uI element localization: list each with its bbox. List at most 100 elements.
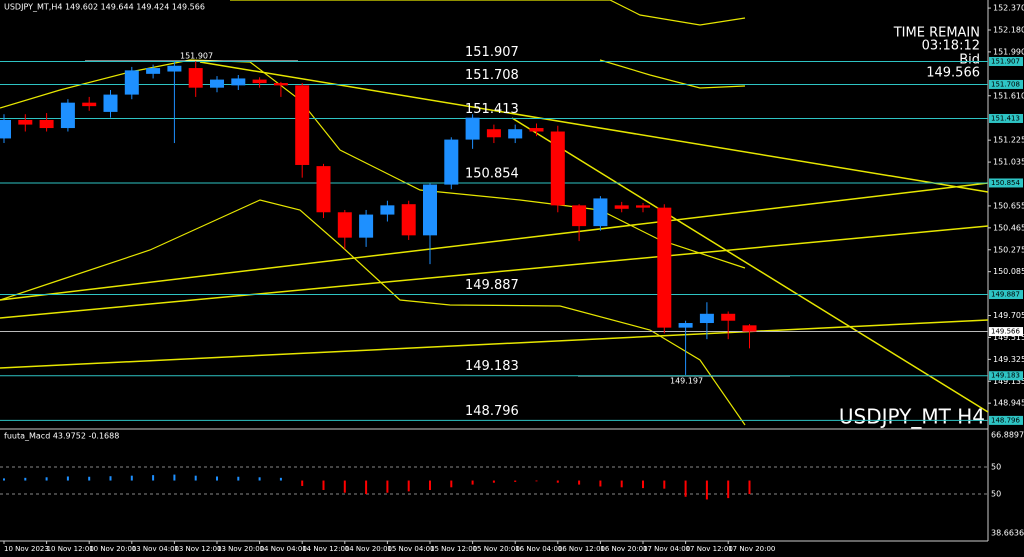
level-tag-label: 148.796 bbox=[991, 416, 1020, 424]
macd-bar bbox=[301, 480, 304, 486]
macd-bar bbox=[45, 477, 48, 481]
macd-bar bbox=[109, 476, 112, 481]
level-tag bbox=[989, 56, 1023, 66]
candle-body bbox=[508, 129, 523, 139]
candle-body bbox=[167, 65, 182, 72]
candle-body bbox=[465, 117, 480, 140]
candle-body bbox=[188, 68, 203, 88]
candle-body bbox=[359, 214, 374, 238]
macd-bar bbox=[88, 476, 91, 481]
y-tick-label: 151.225 bbox=[993, 136, 1024, 145]
macd-title: fuuta_Macd 43.9752 -0.1688 bbox=[4, 432, 119, 441]
candle-body bbox=[103, 94, 118, 112]
x-tick-label: 13 Nov 20:00 bbox=[217, 545, 264, 553]
macd-bar bbox=[578, 480, 581, 485]
time-remain: 03:18:12 bbox=[922, 39, 980, 54]
macd-bar bbox=[556, 480, 559, 483]
macd-bar bbox=[386, 480, 389, 493]
candle-body bbox=[380, 205, 395, 215]
macd-bar bbox=[642, 480, 644, 489]
macd-bar bbox=[237, 476, 240, 481]
level-label: 149.183 bbox=[465, 359, 519, 374]
x-tick-label: 13 Nov 12:00 bbox=[174, 545, 221, 553]
x-tick-label: 17 Nov 12:00 bbox=[686, 545, 733, 553]
candle-body bbox=[657, 207, 672, 328]
candle-body bbox=[273, 83, 288, 86]
candle-body bbox=[486, 129, 501, 138]
macd-scale-bottom: 38.6636 bbox=[991, 529, 1024, 538]
current-price-tag bbox=[989, 327, 1023, 337]
macd-bar bbox=[514, 480, 517, 482]
candle-body bbox=[721, 313, 736, 321]
macd-bar bbox=[450, 480, 453, 488]
macd-bar bbox=[24, 477, 27, 481]
candle-body bbox=[678, 323, 693, 328]
macd-bar bbox=[322, 480, 325, 490]
macd-bar bbox=[705, 480, 708, 500]
level-label: 151.708 bbox=[465, 68, 519, 83]
chart-title: USDJPY_MT,H4 149.602 149.644 149.424 149… bbox=[4, 3, 205, 12]
y-tick-label: 150.655 bbox=[993, 201, 1024, 210]
band-line bbox=[599, 59, 746, 89]
level-tag bbox=[989, 371, 1023, 381]
macd-bar bbox=[258, 477, 261, 481]
y-tick-label: 149.135 bbox=[993, 377, 1024, 386]
candle-body bbox=[124, 70, 139, 95]
candle-body bbox=[550, 131, 565, 206]
macd-bar bbox=[748, 480, 751, 495]
level-tag-label: 149.183 bbox=[991, 372, 1020, 380]
macd-bar bbox=[620, 480, 623, 488]
macd-bar bbox=[429, 480, 431, 490]
candle-body bbox=[82, 102, 97, 107]
level-tag-label: 151.413 bbox=[991, 114, 1020, 122]
candle-body bbox=[231, 78, 246, 86]
level-tag bbox=[989, 415, 1023, 425]
bid: 149.566 bbox=[926, 66, 980, 81]
y-tick-label: 152.370 bbox=[993, 4, 1024, 13]
x-tick-label: 13 Nov 04:00 bbox=[132, 545, 179, 553]
candle-body bbox=[423, 184, 437, 236]
y-tick-label: 150.085 bbox=[993, 267, 1024, 276]
trendline bbox=[0, 319, 989, 369]
trendline bbox=[511, 117, 989, 413]
macd-scale-top: 66.8897 bbox=[991, 431, 1024, 440]
macd-bar bbox=[343, 480, 346, 493]
candle-body bbox=[529, 128, 544, 132]
candle-body bbox=[444, 139, 459, 185]
trendline bbox=[199, 61, 989, 193]
x-tick-label: 17 Nov 04:00 bbox=[643, 545, 690, 553]
macd-bar bbox=[216, 476, 218, 481]
level-label: 150.854 bbox=[465, 166, 519, 181]
macd-level-label: 50 bbox=[991, 463, 1001, 472]
level-tag bbox=[989, 290, 1023, 300]
level-label: 148.796 bbox=[465, 404, 519, 419]
macd-bar bbox=[152, 475, 155, 481]
y-tick-label: 150.275 bbox=[993, 245, 1024, 254]
candle-body bbox=[742, 325, 757, 332]
macd-bar bbox=[173, 474, 176, 481]
macd-bar bbox=[66, 476, 69, 481]
x-tick-label: 14 Nov 12:00 bbox=[302, 545, 349, 553]
y-tick-label: 149.325 bbox=[993, 355, 1024, 364]
trendlines bbox=[0, 0, 989, 426]
level-label: 151.413 bbox=[465, 102, 519, 117]
candle-body bbox=[316, 166, 331, 213]
macd-bar bbox=[727, 480, 730, 499]
level-tag bbox=[989, 178, 1023, 188]
x-tick-label: 16 Nov 12:00 bbox=[558, 545, 605, 553]
x-tick-label: 16 Nov 04:00 bbox=[515, 545, 562, 553]
candle-body bbox=[146, 68, 161, 74]
x-tick-label: 14 Nov 04:00 bbox=[260, 545, 307, 553]
x-tick-label: 15 Nov 20:00 bbox=[473, 545, 520, 553]
y-tick-label: 152.180 bbox=[993, 25, 1024, 34]
macd-bar bbox=[365, 480, 368, 495]
x-tick-label: 17 Nov 20:00 bbox=[728, 545, 775, 553]
candle-body bbox=[295, 85, 310, 165]
high-marker-label: 151.907 bbox=[180, 52, 213, 61]
band-line bbox=[230, 0, 746, 26]
watermark: USDJPY_MT H4 bbox=[839, 405, 985, 429]
candle-body bbox=[210, 79, 224, 88]
candle-body bbox=[18, 119, 33, 125]
